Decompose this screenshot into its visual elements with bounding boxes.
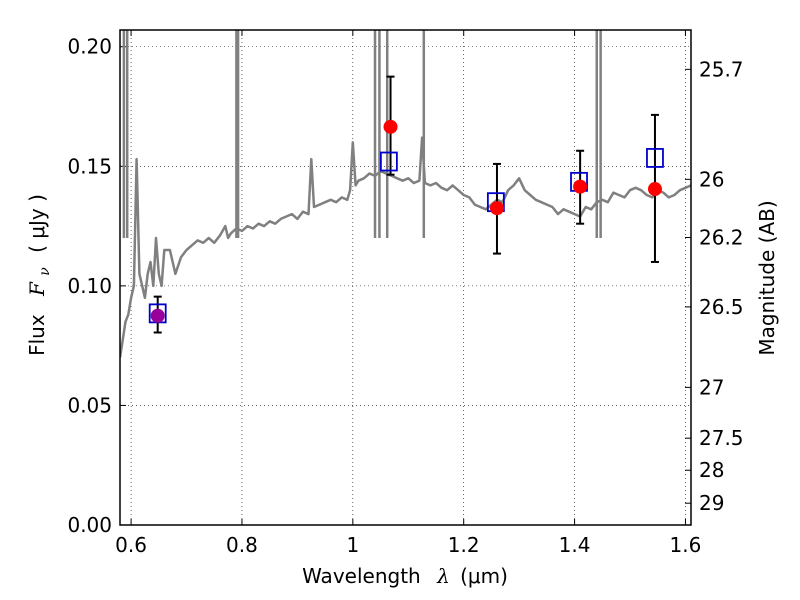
y2-tick-label: 26.2 [699,226,744,250]
y2-tick-label: 27 [699,375,724,399]
y-tick-label: 0.05 [67,393,112,417]
plot-frame [119,29,692,526]
y2-tick-label: 27.5 [699,426,744,450]
y-axis-label-text: Flux [25,314,49,356]
x-tick-label: 0.8 [226,533,258,557]
grid-lines [120,30,691,526]
y2-tick-label: 29 [699,491,724,515]
observed-point [383,119,398,134]
observed-point [647,182,662,197]
x-tick-label: 1 [346,533,359,557]
y-axis-label-unit: ( μJy ) [25,194,49,253]
y2-tick-label: 26 [699,167,724,191]
observed-point [573,179,588,194]
observed-point [150,308,165,323]
model-square [646,148,664,168]
y-tick-label: 0.20 [67,35,112,59]
x-tick-label: 0.6 [115,533,147,557]
y-axis-label-subscript: ν [37,267,53,276]
x-tick-label: 1.4 [559,533,591,557]
series-layer [120,30,691,358]
y-tick-label: 0.00 [67,513,112,537]
axis-ticks [120,30,691,526]
x-tick-label: 1.6 [670,533,702,557]
x-tick-label: 1.2 [448,533,480,557]
y-axis-label-symbol: F [25,281,49,297]
tick-labels: 0.6 0.8 1 1.2 1.4 1.6 0.00 0.05 0.10 0.15 0.20 25.7… [67,35,743,557]
y2-tick-label: 25.7 [699,57,744,81]
y-tick-label: 0.15 [67,154,112,178]
x-axis-label: Wavelength λ (μm) [302,564,508,588]
x-axis-label-text: Wavelength [302,564,421,588]
x-axis-label-symbol: λ [436,564,450,588]
observed-point [489,201,504,216]
y-tick-label: 0.10 [67,274,112,298]
y2-tick-label: 28 [699,458,724,482]
spectrum-line [120,136,691,358]
y-axis-label: Flux F ν ( μJy ) [25,194,54,356]
y2-axis-label: Magnitude (AB) [755,200,779,355]
y2-tick-label: 26.5 [699,295,744,319]
x-axis-label-unit: (μm) [460,564,508,588]
model-square [379,151,398,172]
